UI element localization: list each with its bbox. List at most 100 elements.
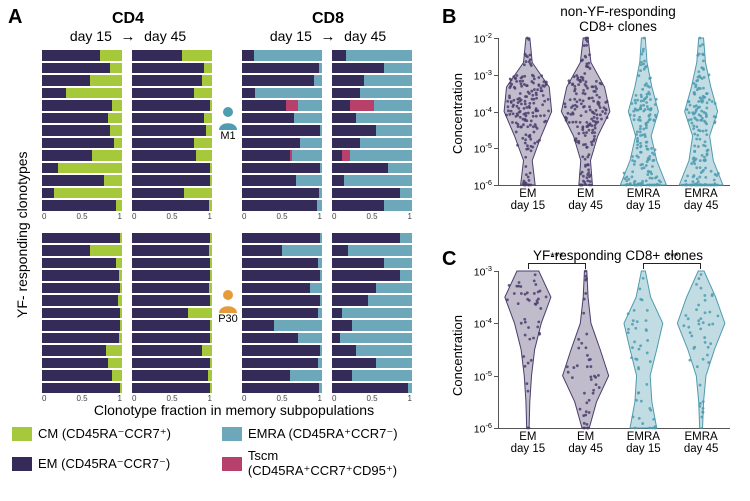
legend-label: EM (CD45RA⁻CCR7⁻) xyxy=(38,456,170,472)
bar-row xyxy=(132,370,212,381)
bar-seg-em xyxy=(42,125,110,136)
bar-row xyxy=(132,163,212,174)
day45-header-cd8: day 45 xyxy=(344,28,386,44)
y-tick-label: 10-3 xyxy=(474,264,492,279)
bar-seg-em xyxy=(332,333,340,344)
bar-seg-emra xyxy=(340,333,412,344)
bar-seg-emra xyxy=(317,200,322,211)
bar-row xyxy=(132,283,212,294)
bar-seg-em xyxy=(42,188,54,199)
bar-seg-emra xyxy=(255,88,322,99)
bar-row xyxy=(42,308,122,319)
bar-seg-em xyxy=(332,345,356,356)
bar-seg-cm xyxy=(66,88,122,99)
bar-seg-cm xyxy=(210,270,212,281)
x-category-label: EMRA day 15 xyxy=(616,188,670,212)
bar-seg-emra xyxy=(368,295,412,306)
x-tick: 0 xyxy=(242,212,246,221)
bar-seg-emra xyxy=(320,163,322,174)
bar-seg-em xyxy=(332,358,376,369)
bar-seg-em xyxy=(332,308,342,319)
significance-bar xyxy=(643,263,701,269)
bar-row xyxy=(132,50,212,61)
bar-seg-cm xyxy=(116,200,122,211)
bar-seg-em xyxy=(132,345,202,356)
bar-seg-cm xyxy=(100,50,122,61)
bar-row xyxy=(42,88,122,99)
bar-row xyxy=(242,320,322,331)
bar-row xyxy=(332,175,412,186)
bar-seg-em xyxy=(132,75,202,86)
bar-seg-em xyxy=(42,50,100,61)
bar-seg-emra xyxy=(408,383,412,394)
legend-item-emra: EMRA (CD45RA⁺CCR7⁻) xyxy=(222,426,412,442)
bar-seg-cm xyxy=(210,295,212,306)
legend-swatch xyxy=(12,427,32,441)
bar-seg-emra xyxy=(294,113,322,124)
bar-seg-em xyxy=(42,358,108,369)
bar-seg-em xyxy=(42,345,106,356)
bar-seg-emra xyxy=(374,100,412,111)
bar-seg-cm xyxy=(182,50,212,61)
bar-row xyxy=(132,100,212,111)
bar-seg-cm xyxy=(106,345,122,356)
bar-seg-em xyxy=(42,283,120,294)
bar-seg-cm xyxy=(108,113,122,124)
bar-row xyxy=(332,138,412,149)
x-tick: 0.5 xyxy=(76,212,87,221)
bar-seg-emra xyxy=(292,150,322,161)
bar-row xyxy=(332,245,412,256)
bar-row xyxy=(242,358,322,369)
bar-seg-em xyxy=(242,258,318,269)
bar-seg-cm xyxy=(120,320,122,331)
bar-seg-em xyxy=(132,88,194,99)
bar-seg-em xyxy=(42,150,92,161)
bar-seg-em xyxy=(242,308,318,319)
violin-shape xyxy=(499,271,730,428)
day45-header-cd4: day 45 xyxy=(144,28,186,44)
bar-seg-em xyxy=(242,63,319,74)
bar-row xyxy=(42,345,122,356)
significance-label: *** xyxy=(660,251,684,263)
bar-seg-emra xyxy=(320,295,322,306)
bar-row xyxy=(332,125,412,136)
x-tick: 0.5 xyxy=(276,212,287,221)
bar-row xyxy=(242,308,322,319)
bar-row xyxy=(42,200,122,211)
bar-row xyxy=(42,370,122,381)
legend-swatch xyxy=(222,457,242,471)
legend-label: Tscm (CD45RA⁺CCR7⁺CD95⁺) xyxy=(248,448,430,479)
plot-B-area: 10-210-310-410-510-6EM day 15EM day 45EM… xyxy=(498,38,730,186)
bar-seg-em xyxy=(132,200,209,211)
bar-seg-em xyxy=(332,63,384,74)
bar-row xyxy=(332,370,412,381)
bar-seg-em xyxy=(242,383,319,394)
bar-seg-em xyxy=(132,150,196,161)
bar-seg-emra xyxy=(350,150,412,161)
bar-seg-cm xyxy=(206,125,212,136)
bar-seg-em xyxy=(42,88,66,99)
bar-row xyxy=(42,63,122,74)
bar-row xyxy=(332,270,412,281)
bar-seg-em xyxy=(242,200,317,211)
bar-row xyxy=(332,88,412,99)
bar-seg-emra xyxy=(320,125,322,136)
panel-C-ylabel: Concentration xyxy=(450,315,465,396)
legend-item-em: EM (CD45RA⁻CCR7⁻) xyxy=(12,448,202,479)
bar-seg-cm xyxy=(196,150,212,161)
x-tick: 1 xyxy=(318,212,322,221)
y-tick-label: 10-4 xyxy=(474,316,492,331)
bar-seg-em xyxy=(132,333,210,344)
bar-row xyxy=(42,75,122,86)
bar-row xyxy=(242,283,322,294)
violin-shape xyxy=(499,38,730,185)
bar-row xyxy=(242,200,322,211)
bar-seg-cm xyxy=(90,75,122,86)
x-tick: 1 xyxy=(408,212,412,221)
x-tick: 1 xyxy=(208,212,212,221)
bar-seg-em xyxy=(42,245,90,256)
y-tick-label: 10-5 xyxy=(474,368,492,383)
legend-swatch xyxy=(222,427,242,441)
bar-seg-cm xyxy=(108,358,122,369)
bar-seg-emra xyxy=(376,283,412,294)
